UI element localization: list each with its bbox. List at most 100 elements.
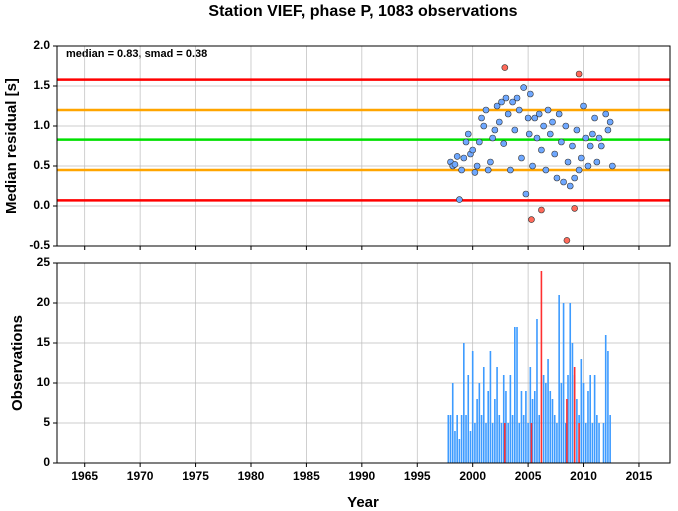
bar	[556, 423, 558, 463]
y-axis-label: Median residual [s]	[3, 78, 20, 214]
point	[529, 162, 536, 170]
point	[586, 142, 594, 150]
point	[558, 138, 565, 146]
bar	[505, 391, 507, 463]
point	[520, 84, 527, 91]
bar	[502, 375, 505, 463]
plot-frame	[56, 262, 671, 464]
bar	[573, 367, 576, 463]
bar	[463, 343, 465, 463]
bar	[604, 335, 607, 463]
x-tick-label: 2010	[570, 469, 597, 483]
x-tick-label: 1990	[348, 469, 375, 483]
point	[589, 130, 596, 138]
point	[531, 114, 539, 122]
point	[504, 110, 512, 118]
point	[453, 153, 461, 160]
point	[478, 114, 485, 122]
bar	[456, 415, 458, 463]
x-tick-label: 1985	[293, 469, 320, 483]
bar	[551, 399, 554, 463]
point	[549, 118, 556, 126]
bar	[596, 415, 598, 463]
annotation: median = 0.83, smad = 0.38	[66, 48, 207, 60]
point	[597, 142, 605, 150]
y-tick-label: 10	[37, 375, 51, 389]
bar	[531, 399, 534, 463]
bar	[496, 367, 498, 463]
bar	[602, 423, 605, 463]
bar	[451, 383, 454, 463]
bar	[580, 359, 583, 463]
point	[578, 154, 585, 162]
y-tick-label: 0.5	[33, 158, 50, 172]
point	[471, 169, 479, 176]
bar	[509, 375, 512, 463]
bar	[562, 303, 565, 463]
y-tick-label: -0.5	[29, 238, 50, 252]
point	[513, 94, 521, 102]
point	[451, 161, 459, 168]
y-tick-label: 0.0	[33, 198, 50, 212]
point	[458, 166, 465, 174]
bar	[465, 415, 467, 463]
point	[584, 162, 592, 170]
point	[580, 102, 587, 110]
bar	[547, 359, 549, 463]
point	[569, 142, 576, 150]
point	[553, 174, 561, 182]
bar	[469, 431, 472, 463]
bar	[504, 423, 506, 463]
y-tick-label: 0	[43, 455, 50, 469]
bar	[491, 423, 494, 463]
point	[538, 146, 545, 154]
point	[487, 158, 494, 166]
bar	[530, 423, 533, 463]
bar	[567, 375, 569, 463]
y-tick-label: 1.5	[33, 78, 50, 92]
point	[489, 134, 496, 142]
bar	[576, 399, 578, 463]
bar	[607, 351, 609, 463]
point	[571, 205, 578, 212]
point	[515, 106, 523, 114]
x-tick-label: 1970	[127, 469, 154, 483]
bar	[587, 391, 589, 463]
point	[602, 110, 610, 118]
point	[500, 140, 508, 147]
y-tick-label: 2.0	[33, 38, 50, 52]
bar	[558, 295, 560, 463]
bar	[591, 423, 594, 463]
bar	[449, 415, 452, 463]
point	[609, 162, 616, 170]
bar	[482, 367, 485, 463]
bar	[460, 415, 463, 463]
point	[502, 94, 510, 102]
point	[482, 106, 490, 114]
bar	[511, 415, 514, 463]
x-tick-label: 2000	[459, 469, 486, 483]
point	[501, 64, 509, 71]
bar	[520, 391, 523, 463]
bar	[522, 415, 525, 463]
point	[476, 138, 483, 146]
point	[525, 130, 533, 138]
bar	[553, 415, 556, 463]
x-tick-label: 1980	[238, 469, 265, 483]
bar	[454, 431, 456, 463]
point	[484, 166, 492, 174]
bar	[609, 415, 611, 463]
point	[528, 216, 535, 223]
point	[582, 134, 590, 142]
bar	[536, 319, 538, 463]
bar	[598, 423, 600, 463]
bar	[489, 351, 492, 463]
bar	[485, 423, 487, 463]
bar	[566, 399, 568, 463]
point	[495, 118, 503, 126]
bar	[498, 415, 501, 463]
y-tick-label: 1.0	[33, 118, 50, 132]
point	[456, 196, 463, 203]
point	[533, 134, 541, 142]
